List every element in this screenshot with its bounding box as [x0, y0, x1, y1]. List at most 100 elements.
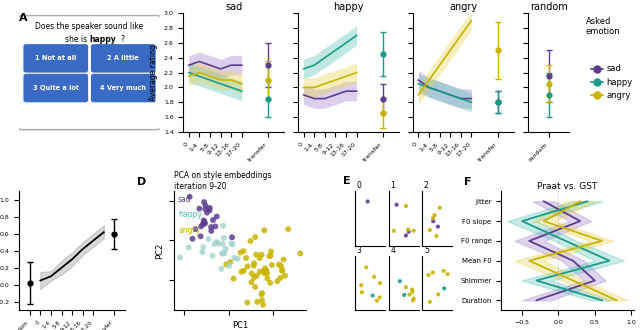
- Point: [408, 228, 419, 233]
- Point: [246, 271, 257, 276]
- Point: [428, 218, 438, 224]
- Point: [262, 271, 272, 276]
- Point: [184, 245, 194, 250]
- Point: [249, 275, 259, 280]
- Point: [272, 279, 282, 284]
- FancyBboxPatch shape: [18, 16, 161, 130]
- Point: [257, 298, 267, 303]
- Point: [212, 214, 222, 219]
- Point: [401, 233, 411, 238]
- Point: [392, 202, 402, 207]
- Point: [367, 293, 378, 298]
- Point: [433, 292, 444, 297]
- Point: [199, 219, 209, 225]
- Point: [227, 235, 237, 240]
- Point: [277, 268, 287, 273]
- Title: happy: happy: [333, 2, 364, 13]
- Point: [250, 234, 260, 240]
- Point: [217, 251, 227, 256]
- Point: [265, 280, 275, 285]
- Point: [361, 265, 371, 270]
- Point: [356, 282, 366, 288]
- Point: [184, 194, 195, 199]
- Point: [224, 263, 234, 268]
- Point: [239, 268, 249, 273]
- Point: [442, 272, 452, 277]
- Point: [205, 205, 215, 211]
- Text: 5: 5: [424, 246, 429, 255]
- Text: D: D: [137, 177, 147, 187]
- Title: Praat vs. GST: Praat vs. GST: [538, 182, 598, 191]
- Point: [374, 295, 385, 300]
- Point: [227, 241, 237, 246]
- Point: [225, 259, 236, 265]
- Point: [255, 255, 265, 261]
- Point: [202, 210, 212, 215]
- Point: [194, 206, 204, 211]
- Point: [218, 241, 228, 247]
- Point: [252, 273, 262, 278]
- Point: [428, 215, 438, 221]
- Point: [295, 251, 305, 256]
- Point: [388, 228, 399, 233]
- Point: [210, 224, 220, 229]
- Point: [198, 218, 209, 223]
- Text: 1: 1: [390, 181, 395, 190]
- Text: sad: sad: [178, 195, 191, 204]
- Point: [372, 298, 382, 303]
- Point: [408, 296, 419, 301]
- Text: 3 Quite a lot: 3 Quite a lot: [33, 85, 79, 91]
- Text: happy: happy: [178, 211, 202, 219]
- Text: F: F: [465, 177, 472, 187]
- Point: [216, 266, 227, 272]
- Point: [250, 284, 260, 289]
- Point: [278, 257, 289, 262]
- Point: [218, 250, 228, 256]
- Legend: sad, happy, angry: sad, happy, angry: [588, 61, 636, 103]
- Point: [401, 284, 411, 290]
- Point: [199, 199, 209, 205]
- Point: [429, 213, 440, 218]
- Point: [283, 226, 293, 232]
- Point: [206, 224, 216, 230]
- Point: [277, 268, 287, 274]
- Point: [407, 287, 417, 292]
- Point: [369, 274, 380, 280]
- Point: [196, 224, 206, 229]
- Point: [267, 262, 277, 268]
- Point: [196, 234, 206, 239]
- Point: [275, 275, 285, 280]
- Point: [249, 261, 259, 266]
- Point: [243, 264, 253, 269]
- Text: angry: angry: [178, 226, 200, 235]
- Point: [198, 245, 209, 250]
- Point: [262, 268, 272, 273]
- Text: 2: 2: [424, 181, 429, 190]
- Text: 4: 4: [390, 246, 396, 255]
- Point: [236, 269, 246, 274]
- Point: [259, 228, 269, 233]
- Title: sad: sad: [225, 2, 243, 13]
- Point: [276, 263, 286, 269]
- Text: 2 A little: 2 A little: [108, 55, 139, 61]
- Y-axis label: Average rating: Average rating: [149, 44, 158, 101]
- FancyBboxPatch shape: [24, 74, 88, 102]
- Point: [362, 199, 372, 204]
- Point: [218, 223, 228, 228]
- Point: [258, 302, 268, 308]
- Point: [274, 262, 284, 267]
- Point: [249, 263, 259, 268]
- Point: [431, 233, 442, 239]
- Point: [197, 249, 207, 255]
- FancyBboxPatch shape: [24, 44, 88, 73]
- Point: [404, 229, 414, 234]
- Point: [221, 246, 231, 251]
- Point: [232, 256, 243, 261]
- FancyBboxPatch shape: [91, 74, 156, 102]
- Point: [227, 242, 237, 247]
- Point: [266, 249, 276, 254]
- Point: [435, 205, 445, 211]
- Point: [262, 276, 273, 281]
- Text: 1 Not at all: 1 Not at all: [35, 55, 76, 61]
- Point: [200, 207, 211, 212]
